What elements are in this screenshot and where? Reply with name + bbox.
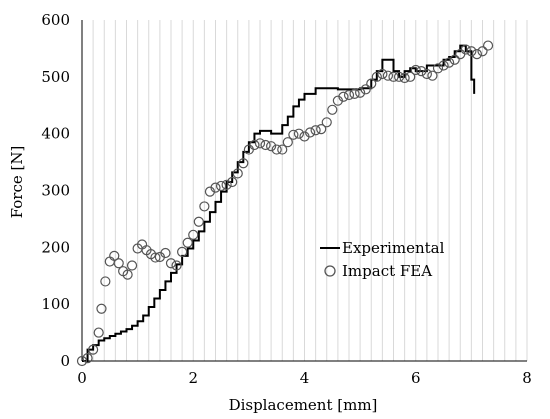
y-tick-label: 500 [41, 68, 70, 86]
series-fea-point [432, 63, 444, 74]
x-tick-label: 4 [300, 369, 310, 387]
series-fea-point [393, 71, 405, 82]
series-fea-point [349, 88, 360, 99]
series-fea-point [382, 70, 394, 81]
series-fea-point [360, 84, 371, 95]
series-fea-point [421, 68, 432, 80]
y-tick-label: 300 [41, 182, 70, 200]
series-fea-point [444, 57, 455, 68]
series-fea-point [438, 60, 449, 71]
legend-experimental-label: Experimental [342, 239, 445, 257]
x-axis-label: Displacement [mm] [229, 396, 378, 414]
x-tick-label: 8 [522, 369, 532, 387]
y-tick-label: 400 [41, 125, 70, 143]
series-fea-point [177, 246, 188, 257]
y-tick-label: 0 [60, 352, 70, 370]
series-fea-point [122, 269, 133, 280]
series-fea-point [96, 303, 107, 314]
gridlines [92, 20, 528, 361]
series-fea-point [460, 44, 471, 55]
series-fea-point [150, 252, 161, 263]
x-tick-label: 2 [188, 369, 198, 387]
series-fea-point [482, 40, 494, 51]
series-fea-point [88, 344, 99, 355]
series-fea-point [188, 229, 199, 240]
series-fea-point [232, 168, 243, 179]
legend: Experimental Impact FEA [320, 239, 445, 280]
series-fea-point [466, 46, 477, 57]
series-fea-point [100, 276, 111, 287]
series-fea-point [126, 260, 138, 271]
series-fea-point [449, 54, 460, 65]
series-fea-point [266, 141, 277, 152]
series-fea-point [165, 258, 177, 269]
series-fea-point [271, 144, 282, 155]
series-fea-point [82, 353, 93, 364]
series-fea-point [182, 237, 193, 248]
series-fea-point [304, 127, 316, 138]
series-fea-point [327, 104, 338, 115]
series-fea-point [477, 46, 488, 57]
series-fea-point [427, 70, 438, 81]
series-fea-point [249, 139, 260, 151]
series-experimental-line [82, 44, 476, 362]
y-axis-label: Force [N] [8, 146, 26, 219]
series-fea-point [160, 247, 171, 259]
series-fea-point [104, 256, 115, 267]
series-fea-point [355, 87, 366, 98]
x-tick-label: 0 [77, 369, 87, 387]
series-fea-point [310, 125, 321, 136]
series-fea-point [416, 66, 427, 77]
legend-fea-label: Impact FEA [342, 262, 432, 280]
series-fea-point [405, 71, 416, 82]
series-fea-point [193, 216, 204, 227]
series-fea-point [371, 71, 382, 82]
series-fea-point [93, 327, 104, 338]
y-tick-label: 600 [41, 11, 70, 29]
series-fea-point [410, 64, 421, 76]
series-fea-point [321, 117, 332, 128]
series-fea-point [277, 144, 288, 155]
series-fea-point [113, 258, 124, 269]
x-tick-label: 6 [411, 369, 421, 387]
series-fea-point [260, 139, 271, 151]
tick-labels: 0 2 4 6 8 0 100 200 300 400 500 600 [41, 11, 531, 387]
series-fea-point [399, 72, 410, 84]
series-fea-point [343, 89, 355, 101]
series-fea-point [109, 250, 120, 261]
series-fea-point [254, 138, 266, 149]
series-fea-point [282, 137, 293, 148]
axes [81, 20, 527, 362]
y-tick-label: 200 [41, 238, 70, 256]
series-fea-point [316, 124, 327, 135]
series-fea-point [227, 176, 238, 188]
series-fea-point [288, 129, 299, 140]
series-layer [76, 40, 494, 367]
series-fea-point [210, 182, 221, 193]
series-fea-point [215, 180, 227, 192]
series-fea-point [366, 78, 377, 89]
series-fea-point [388, 71, 399, 82]
legend-fea-marker [324, 265, 336, 277]
series-fea-point [238, 158, 249, 169]
series-fea-point [471, 48, 483, 60]
y-tick-label: 100 [41, 295, 70, 313]
series-fea-point [293, 128, 305, 139]
series-fea-point [171, 260, 182, 271]
series-fea-point [199, 201, 210, 212]
series-fea-point [76, 355, 88, 367]
series-fea-point [377, 68, 388, 80]
series-fea-point [338, 91, 349, 102]
series-fea-point [221, 179, 232, 190]
